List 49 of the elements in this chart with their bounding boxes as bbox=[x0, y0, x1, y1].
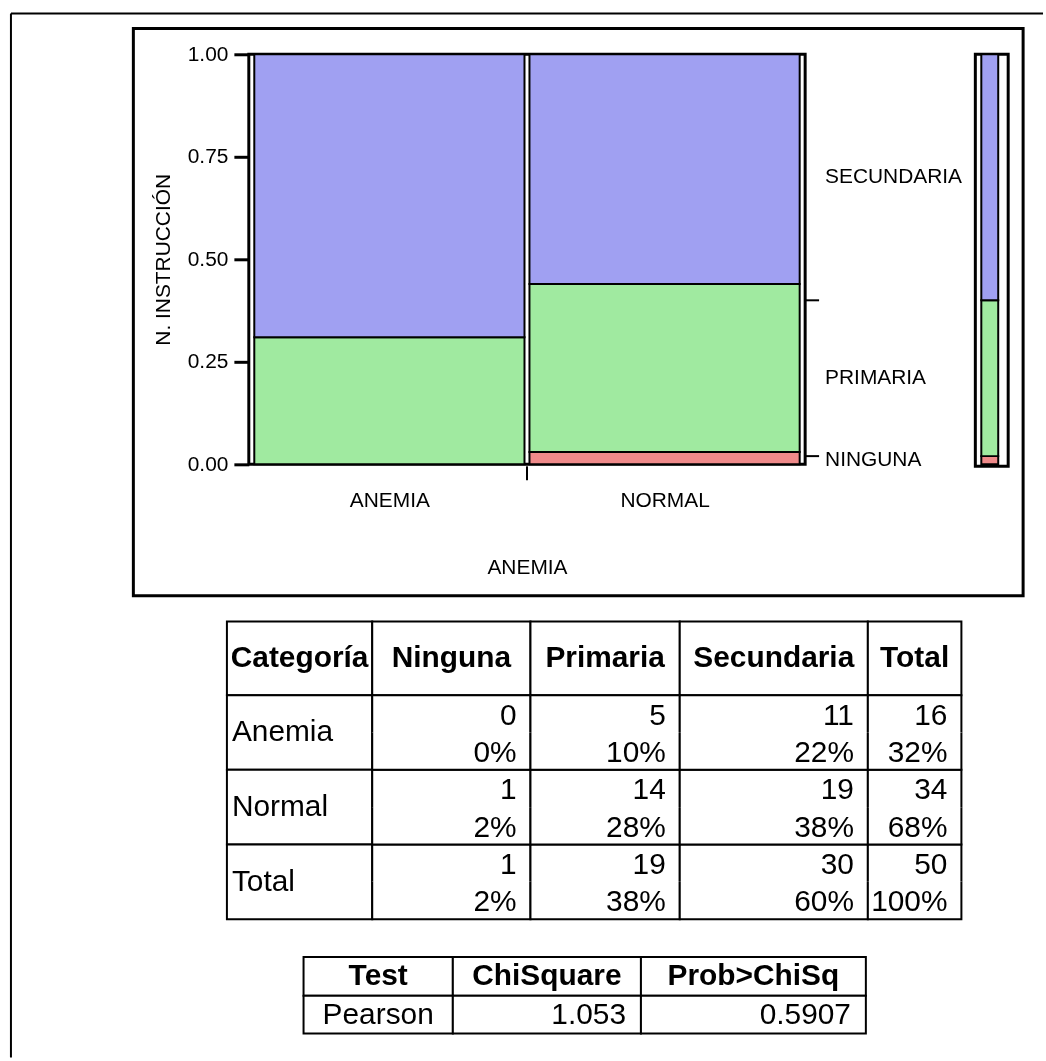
data-label: 1.053 bbox=[551, 996, 627, 1030]
y-tick-label: 0.00 bbox=[187, 451, 229, 475]
y-tick-label: 0.75 bbox=[187, 144, 229, 168]
data-label: 16 bbox=[914, 697, 948, 731]
text: PRIMARIA bbox=[825, 365, 927, 389]
data-label: 0 bbox=[499, 697, 517, 731]
data-label: 50 bbox=[914, 847, 948, 881]
x-tick-label: Primaria bbox=[545, 640, 666, 674]
x-tick-label: Secundaria bbox=[693, 640, 855, 674]
data-label: 100% bbox=[871, 884, 948, 918]
data-label: 38% bbox=[606, 884, 666, 918]
x-tick-label: Ninguna bbox=[391, 640, 512, 674]
y-tick-label: Normal bbox=[231, 789, 329, 823]
data-label: 30 bbox=[820, 847, 854, 881]
data-label: 10% bbox=[606, 735, 666, 769]
data-label: 28% bbox=[606, 809, 666, 843]
data-label: 1 bbox=[499, 847, 517, 881]
y-tick-label: Anemia bbox=[231, 714, 334, 748]
y-tick-label: Total bbox=[231, 863, 295, 897]
y-tick-label: 1.00 bbox=[187, 41, 229, 65]
data-label: 2% bbox=[473, 809, 517, 843]
series-label: SECUNDARIA bbox=[825, 164, 963, 188]
legend-label: NINGUNA bbox=[825, 447, 922, 471]
data-label: 38% bbox=[794, 809, 854, 843]
data-label: 19 bbox=[632, 847, 666, 881]
data-label: 11 bbox=[822, 697, 854, 731]
y-axis-title: N. INSTRUCCIÓN bbox=[150, 173, 174, 346]
y-tick-label: 0.25 bbox=[187, 349, 229, 373]
x-tick-label: Total bbox=[880, 640, 950, 674]
data-label: 68% bbox=[887, 809, 948, 843]
y-tick-label: Pearson bbox=[322, 996, 434, 1030]
data-label: 0% bbox=[473, 735, 517, 769]
data-label: 1 bbox=[499, 772, 517, 806]
data-label: 60% bbox=[794, 884, 854, 918]
y-axis-title: Categoría bbox=[230, 640, 369, 674]
data-label: 22% bbox=[794, 735, 854, 769]
x-axis-title: ANEMIA bbox=[487, 555, 568, 579]
data-label: 19 bbox=[820, 772, 854, 806]
y-axis-title: Test bbox=[348, 958, 408, 992]
data-label: 5 bbox=[649, 697, 666, 731]
y-tick-label: 0.50 bbox=[187, 246, 229, 270]
data-label: 32% bbox=[887, 735, 948, 769]
data-label: 14 bbox=[632, 772, 666, 806]
x-tick-label: ChiSquare bbox=[472, 958, 622, 992]
data-label: 0.5907 bbox=[759, 996, 851, 1030]
x-tick-label: Prob>ChiSq bbox=[667, 958, 840, 992]
data-label: 2% bbox=[473, 884, 517, 918]
x-tick-label: NORMAL bbox=[620, 487, 710, 511]
data-label: 34 bbox=[914, 772, 948, 806]
